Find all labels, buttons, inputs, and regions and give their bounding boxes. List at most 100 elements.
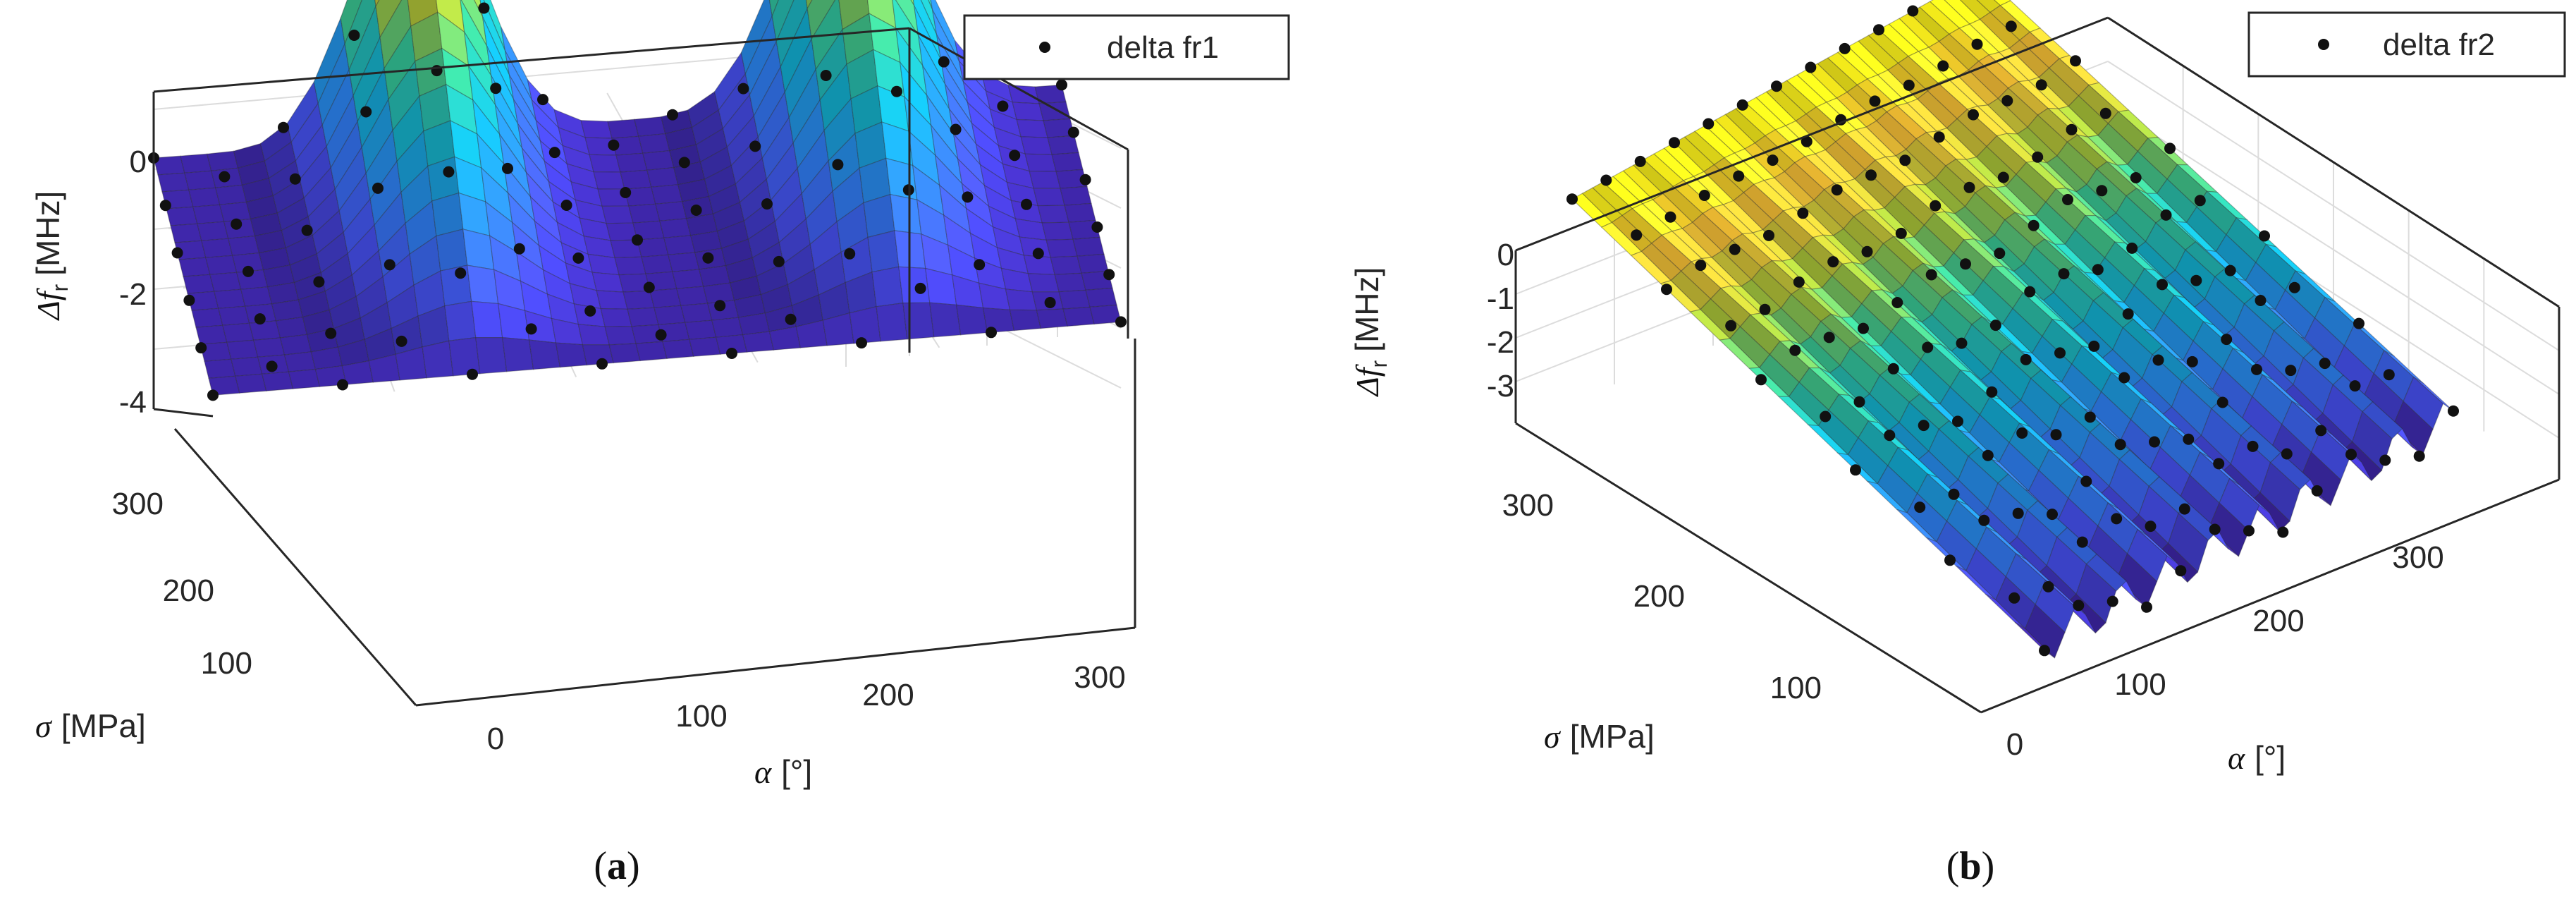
data-point [2379,454,2391,466]
data-point [2084,411,2096,423]
svg-text:Δfr[MHz]: Δfr[MHz] [30,191,73,322]
surface-patch [649,288,682,308]
data-point [159,200,171,212]
svg-text:Δfr[MHz]: Δfr[MHz] [1349,267,1392,398]
axis-line [2107,16,2560,308]
surface-b [1571,0,2454,659]
data-point [1695,260,1707,272]
data-point [1968,109,1979,121]
data-point [2070,55,2081,67]
surface-patch [1033,188,1065,207]
data-point [337,379,348,391]
data-point [785,313,797,325]
data-point [2145,521,2157,533]
surface-patch [593,171,625,190]
data-point [231,218,243,230]
data-point [2092,264,2104,276]
surface-patch [214,288,246,309]
data-point [1805,61,1817,73]
data-point [1115,316,1127,328]
surface-patch [867,0,897,30]
data-point [572,252,584,264]
data-point [2311,485,2323,497]
surface-patch [2020,351,2063,383]
data-point [1634,155,1646,167]
data-point [2213,458,2225,470]
data-point [2157,279,2168,291]
surface-patch [502,336,534,372]
data-point [1982,449,1994,461]
data-point [2073,600,2085,612]
surface-patch [1984,185,2026,217]
data-point [1789,344,1801,356]
data-point [2039,645,2050,657]
data-point [2054,347,2066,359]
data-point [289,173,301,185]
surface-patch [2265,243,2307,275]
data-point [1989,320,2001,332]
surface-patch [1060,186,1092,206]
data-point [643,281,655,293]
data-point [443,166,455,178]
surface-patch [1020,136,1053,155]
surface-patch [1759,312,1801,345]
surface-patch [1058,289,1091,310]
data-point [1944,554,1956,566]
data-point [1056,79,1067,91]
data-point [2255,295,2267,306]
surface-patch [615,152,648,173]
surface-patch [180,153,212,174]
y-tick-label-b: 300 [1502,488,1554,523]
data-point [1733,170,1745,182]
y-tick-label-a: 300 [112,487,164,521]
z-tick-label-a: 0 [130,145,147,179]
surface-patch [1865,480,1908,513]
data-point [1669,137,1680,149]
surface-patch [768,0,779,18]
data-point [313,276,325,288]
data-point [1850,464,1861,476]
data-point [2448,405,2459,417]
surface-patch [1045,238,1078,258]
surface-patch [876,302,908,342]
surface-patch [614,256,646,276]
surface-patch [711,317,744,338]
surface-patch [676,286,709,306]
data-point [950,123,962,135]
data-point [1994,248,2006,260]
data-point [1091,221,1103,233]
data-point [2285,365,2297,377]
surface-patch [689,336,721,357]
data-point [714,300,726,312]
data-point [986,327,997,339]
axis-line [415,626,1136,707]
data-point [2216,396,2228,408]
surface-patch [215,184,247,205]
data-point [856,337,867,349]
surface-patch [340,0,363,46]
surface-patch [1986,526,2027,560]
legend-box-b [2247,11,2566,78]
data-point [1831,184,1843,196]
data-point [1103,269,1115,281]
data-point [1865,169,1877,181]
data-point [1861,245,1873,257]
data-point [2099,107,2111,119]
z-tick-label-b: 0 [1497,238,1514,272]
surface-patch [898,266,931,304]
surface-patch [205,255,238,275]
surface-patch [663,235,696,255]
data-point [1960,258,1971,270]
data-point [2281,448,2293,460]
axis-line [1515,422,1982,714]
data-point [2288,281,2300,293]
surface-patch [222,322,254,343]
surface-patch [1038,101,1071,121]
data-point [467,368,478,380]
surface-patch [685,320,717,340]
data-point [2247,440,2259,452]
data-point [1869,95,1881,107]
data-point [2111,513,2123,525]
data-point [548,147,560,159]
